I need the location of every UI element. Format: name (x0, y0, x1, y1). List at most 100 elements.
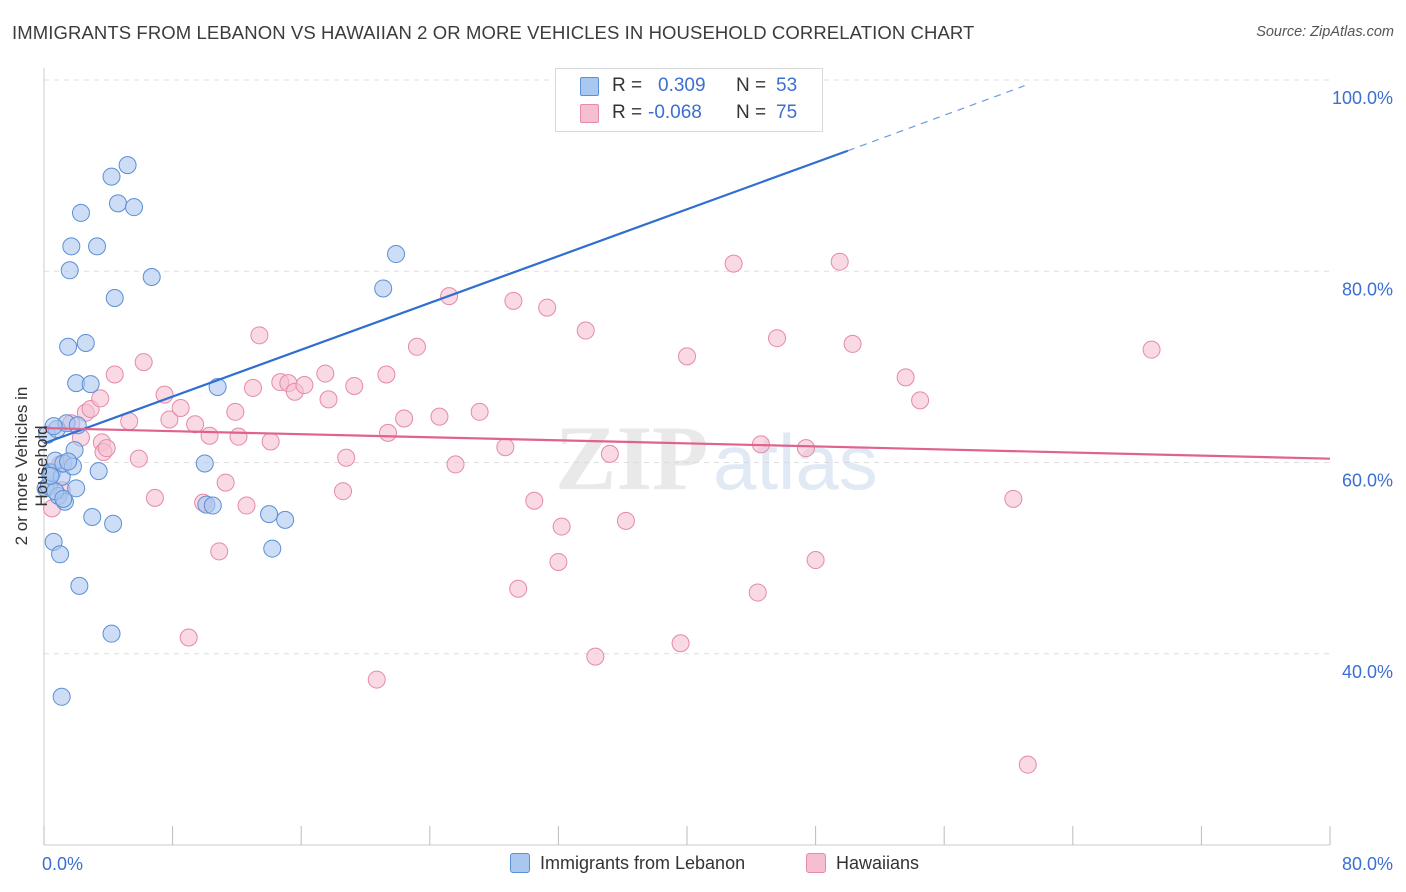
hawaiians-point (1018, 755, 1037, 774)
hawaiians-point (145, 488, 164, 507)
lebanon-point (89, 462, 108, 481)
hawaiians-point (395, 409, 414, 428)
hawaiians-point (504, 291, 523, 310)
legend-n-value: 53 (776, 75, 798, 96)
hawaiians-point (1142, 340, 1161, 359)
legend-n-label: N = (736, 75, 767, 96)
hawaiians-point (250, 326, 269, 345)
legend-n-label: N = (736, 102, 767, 123)
hawaiians-point (549, 552, 568, 571)
hawaiians-point (243, 378, 262, 397)
watermark-atlas: atlas (713, 418, 878, 506)
lebanon-point (195, 454, 214, 473)
hawaiians-point (724, 254, 743, 273)
hawaiians-trend-line (43, 426, 1331, 460)
lebanon-point (142, 267, 161, 286)
lebanon-point (54, 489, 73, 508)
hawaiians-point (671, 634, 690, 653)
hawaiians-point (911, 391, 930, 410)
hawaiians-point (97, 439, 116, 458)
lebanon-point (51, 545, 70, 564)
legend-swatch-hawaiians (806, 853, 826, 873)
hawaiians-point (229, 427, 248, 446)
hawaiians-point (237, 496, 256, 515)
lebanon-point (102, 167, 121, 186)
series-legend: Immigrants from Lebanon Hawaiians (0, 852, 1406, 878)
lebanon-point (52, 687, 71, 706)
hawaiians-point (129, 449, 148, 468)
hawaiians-point (216, 473, 235, 492)
axes (43, 68, 1331, 846)
y-tick-label: 80.0% (1342, 279, 1393, 299)
lebanon-point (105, 289, 124, 308)
hawaiians-point (525, 491, 544, 510)
hawaiians-point (748, 583, 767, 602)
watermark: ZIP atlas (555, 407, 878, 509)
legend-n-value: 75 (776, 102, 798, 123)
hawaiians-point (186, 415, 205, 434)
hawaiians-point (295, 376, 314, 395)
hawaiians-point (179, 628, 198, 647)
lebanon-point (59, 452, 78, 471)
hawaiians-point (796, 439, 815, 458)
y-tick-label: 40.0% (1342, 662, 1393, 682)
legend-r-label: R = (612, 102, 643, 123)
lebanon-point (276, 510, 295, 529)
hawaiians-point (377, 365, 396, 384)
hawaiians-point (496, 438, 515, 457)
source-label: Source: ZipAtlas.com (1256, 24, 1394, 40)
hawaiians-point (337, 448, 356, 467)
hawaiians-point (576, 321, 595, 340)
lebanon-point (260, 505, 279, 524)
hawaiians-point (430, 407, 449, 426)
lebanon-point (108, 194, 127, 213)
hawaiians-point (446, 455, 465, 474)
hawaiians-point (830, 252, 849, 271)
hawaiians-point (509, 579, 528, 598)
hawaiians-point (105, 365, 124, 384)
lebanon-point (203, 496, 222, 515)
lebanon-point (104, 514, 123, 533)
legend-swatch-lebanon (510, 853, 530, 873)
y-axis-label: 2 or more Vehicles in Household (12, 386, 51, 546)
lebanon-point (387, 245, 406, 264)
hawaiians-point (345, 377, 364, 395)
legend-swatch-lebanon (580, 77, 599, 96)
lebanon-point (62, 237, 81, 256)
grid-lines (44, 79, 1330, 655)
lebanon-point (102, 624, 121, 643)
correlation-legend: R = 0.309 N = 53 R = -0.068 N = 75 (555, 68, 823, 132)
hawaiians-point (806, 551, 825, 570)
hawaiians-point (379, 423, 398, 442)
hawaiians-point (333, 482, 352, 501)
x-tick-label: 0.0% (42, 854, 83, 874)
lebanon-point (374, 279, 393, 298)
lebanon-point (67, 479, 86, 498)
hawaiians-point (316, 364, 335, 383)
lebanon-point (81, 375, 100, 394)
hawaiians-point (261, 432, 280, 451)
hawaiians-point (367, 670, 386, 689)
lebanon-trend-line (43, 149, 849, 445)
lebanon-point (41, 466, 60, 485)
lebanon-point (118, 156, 137, 175)
lebanon-point (59, 337, 78, 356)
lebanon-point (263, 539, 282, 558)
lebanon-points (36, 72, 729, 706)
hawaiians-point (600, 444, 619, 463)
hawaiians-point (538, 298, 557, 317)
lebanon-trend-extension (847, 85, 1025, 152)
hawaiians-point (678, 347, 696, 366)
hawaiians-point (160, 410, 179, 429)
hawaiians-point (1004, 489, 1023, 508)
legend-swatch-hawaiians (580, 104, 599, 123)
watermark-zip: ZIP (555, 407, 708, 509)
hawaiians-point (226, 402, 245, 421)
lebanon-point (70, 576, 89, 595)
lebanon-point (44, 417, 63, 436)
hawaiians-point (586, 647, 605, 666)
hawaiians-point (91, 389, 110, 408)
y-tick-label: 60.0% (1342, 471, 1393, 491)
hawaiians-point (210, 542, 229, 561)
